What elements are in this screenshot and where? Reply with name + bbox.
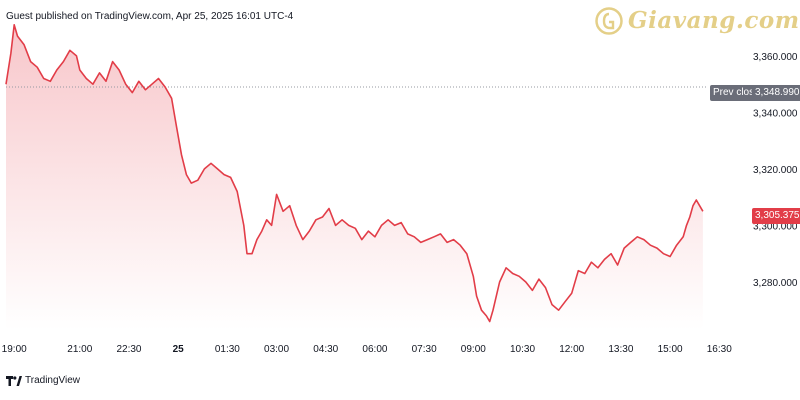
x-tick-label: 22:30 xyxy=(116,344,141,355)
tradingview-brand-text: TradingView xyxy=(25,375,81,386)
prev-close-label: Prev close xyxy=(710,85,763,101)
x-tick-label: 13:30 xyxy=(608,344,633,355)
y-tick-label: 3,360.000 xyxy=(753,52,798,63)
prev-close-value: 3,348.990 xyxy=(752,85,800,101)
y-tick-label: 3,340.000 xyxy=(753,108,798,119)
price-line xyxy=(5,24,704,323)
tradingview-logo-icon xyxy=(6,375,22,386)
published-header: Guest published on TradingView.com, Apr … xyxy=(6,11,294,22)
tradingview-brand[interactable]: TradingView xyxy=(6,375,80,386)
watermark-text: Giavang.com xyxy=(628,7,800,34)
y-tick-label: 3,320.000 xyxy=(753,165,798,176)
x-tick-label: 07:30 xyxy=(412,344,437,355)
x-tick-label: 04:30 xyxy=(313,344,338,355)
x-tick-label: 25 xyxy=(173,344,185,355)
x-tick-label: 06:00 xyxy=(362,344,387,355)
x-tick-label: 09:00 xyxy=(461,344,486,355)
giavang-watermark: Giavang.com xyxy=(592,4,799,40)
x-tick-label: 19:00 xyxy=(2,344,27,355)
x-tick-label: 21:00 xyxy=(67,344,92,355)
x-tick-label: 01:30 xyxy=(215,344,240,355)
price-area xyxy=(6,24,703,331)
x-tick-label: 15:00 xyxy=(658,344,683,355)
x-tick-label: 03:00 xyxy=(264,344,289,355)
last-price-value: 3,305.375 xyxy=(752,208,800,224)
y-tick-label: 3,300.000 xyxy=(753,221,798,232)
x-tick-label: 16:30 xyxy=(707,344,732,355)
coin-logo-icon xyxy=(595,7,623,35)
y-tick-label: 3,280.000 xyxy=(753,278,798,289)
x-tick-label: 10:30 xyxy=(510,344,535,355)
x-tick-label: 12:00 xyxy=(559,344,584,355)
